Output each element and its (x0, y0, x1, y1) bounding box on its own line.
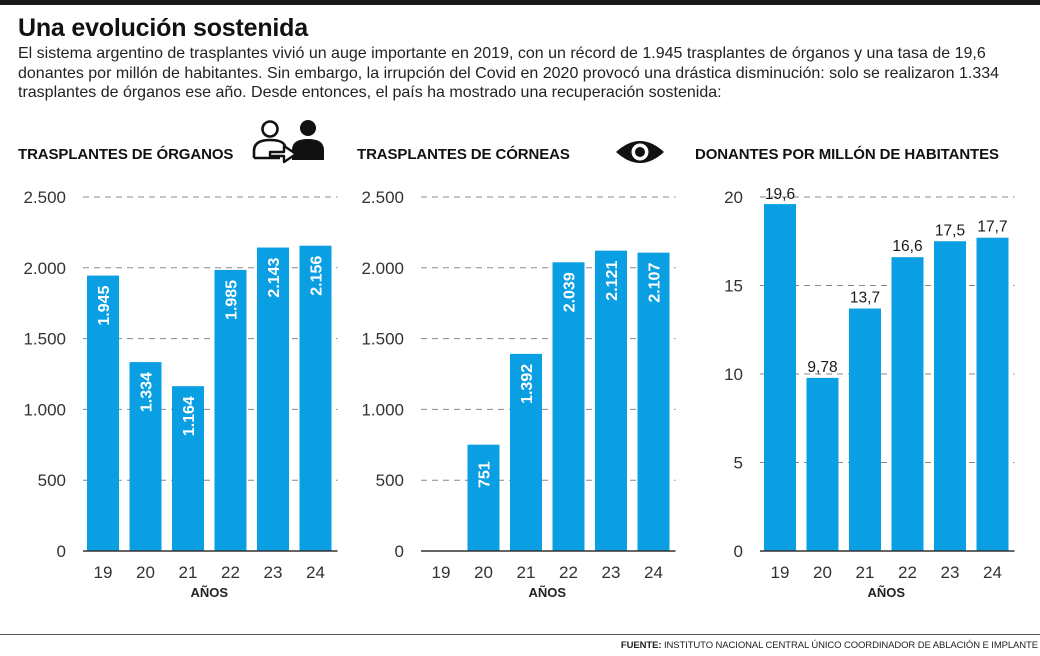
x-tick-label: 20 (813, 563, 832, 582)
bar-data-label: 13,7 (850, 290, 880, 307)
x-tick-label: 21 (179, 563, 198, 582)
bar (934, 241, 966, 551)
y-tick-label: 0 (57, 542, 66, 561)
bar-data-label: 16,6 (892, 238, 922, 255)
bar (764, 204, 796, 551)
x-tick-label: 19 (432, 563, 451, 582)
bar (976, 237, 1009, 551)
bar-data-label: 1.164 (181, 396, 198, 436)
x-tick-label: 24 (983, 563, 1002, 582)
y-tick-label: 20 (724, 188, 743, 207)
source-note: FUENTE: INSTITUTO NACIONAL CENTRAL ÚNICO… (621, 640, 1038, 651)
y-tick-label: 0 (395, 542, 404, 561)
page-title: Una evolución sostenida (18, 14, 308, 42)
y-tick-label: 2.500 (23, 188, 66, 207)
y-tick-label: 1.000 (23, 400, 66, 419)
bar (467, 444, 500, 551)
top-rule (0, 0, 1040, 5)
bar-data-label: 2.121 (604, 261, 621, 301)
x-tick-label: 20 (136, 563, 155, 582)
x-tick-label: 22 (559, 563, 578, 582)
y-tick-label: 2.000 (361, 259, 404, 278)
bar (214, 269, 247, 551)
bar-data-label: 1.392 (519, 364, 536, 404)
x-tick-label: 21 (517, 563, 536, 582)
bar (257, 247, 289, 551)
bar (87, 275, 119, 551)
bar-data-label: 2.039 (562, 272, 579, 312)
bar (172, 386, 204, 551)
x-tick-label: 22 (898, 563, 917, 582)
chart-organs: 0 500 1.000 1.500 2.000 2.500 1.945 19 1.334 20 1.… (23, 188, 338, 600)
bar (849, 308, 881, 551)
bar-data-label: 2.156 (309, 256, 326, 296)
x-axis-title: AÑOS (190, 585, 228, 600)
bar (806, 377, 839, 551)
bar (299, 245, 332, 552)
x-tick-label: 23 (264, 563, 283, 582)
x-tick-label: 23 (941, 563, 960, 582)
y-tick-label: 10 (724, 365, 743, 384)
chart-corneas: 0 500 1.000 1.500 2.000 2.500 19 751 20 1.392 21 2.… (361, 188, 676, 600)
chart-title-corneas: TRASPLANTES DE CÓRNEAS (357, 146, 570, 163)
bar-data-label: 2.107 (647, 263, 664, 303)
x-tick-label: 23 (602, 563, 621, 582)
bar-data-label: 17,5 (935, 222, 965, 239)
x-tick-label: 24 (306, 563, 325, 582)
bar (891, 257, 924, 551)
eye-icon (616, 141, 664, 163)
bar (552, 262, 585, 551)
bar-data-label: 9,78 (807, 359, 837, 376)
y-tick-label: 0 (734, 542, 743, 561)
y-tick-label: 2.500 (361, 188, 404, 207)
intro-paragraph: El sistema argentino de trasplantes vivi… (18, 45, 1000, 101)
x-tick-label: 21 (856, 563, 875, 582)
bar-data-label: 1.334 (139, 372, 156, 412)
bar-data-label: 2.143 (266, 257, 283, 297)
bar-data-label: 17,7 (977, 219, 1007, 236)
source-label: FUENTE: (620, 640, 662, 651)
x-tick-label: 19 (771, 563, 790, 582)
chart-title-donors: DONANTES POR MILLÓN DE HABITANTES (695, 146, 999, 163)
footer-rule (0, 634, 1040, 635)
x-axis-title: AÑOS (528, 585, 566, 600)
y-tick-label: 500 (38, 471, 66, 490)
bar-data-label: 1.945 (96, 285, 113, 325)
y-tick-label: 2.000 (23, 259, 66, 278)
bar (129, 362, 162, 551)
y-tick-label: 1.500 (361, 330, 404, 349)
organ-transfer-people-icon (252, 120, 324, 164)
x-axis-title: AÑOS (867, 585, 905, 600)
y-tick-label: 15 (724, 277, 743, 296)
y-tick-label: 500 (376, 471, 404, 490)
bar (510, 353, 542, 551)
y-tick-label: 1.000 (361, 400, 404, 419)
x-tick-label: 19 (94, 563, 113, 582)
chart-title-organs: TRASPLANTES DE ÓRGANOS (18, 146, 234, 163)
source-text: INSTITUTO NACIONAL CENTRAL ÚNICO COORDIN… (663, 640, 1038, 651)
x-tick-label: 22 (221, 563, 240, 582)
chart-donors: 0 5 10 15 20 19,6 19 9,78 20 13,7 21 16,6 22 17,5 23 17… (724, 186, 1015, 600)
y-tick-label: 5 (734, 454, 743, 473)
y-tick-label: 1.500 (23, 330, 66, 349)
bar-data-label: 19,6 (765, 186, 795, 203)
x-tick-label: 24 (644, 563, 663, 582)
bar (637, 252, 670, 551)
bar (595, 250, 627, 552)
bar-data-label: 751 (477, 461, 494, 488)
x-tick-label: 20 (474, 563, 493, 582)
bar-data-label: 1.985 (224, 280, 241, 320)
